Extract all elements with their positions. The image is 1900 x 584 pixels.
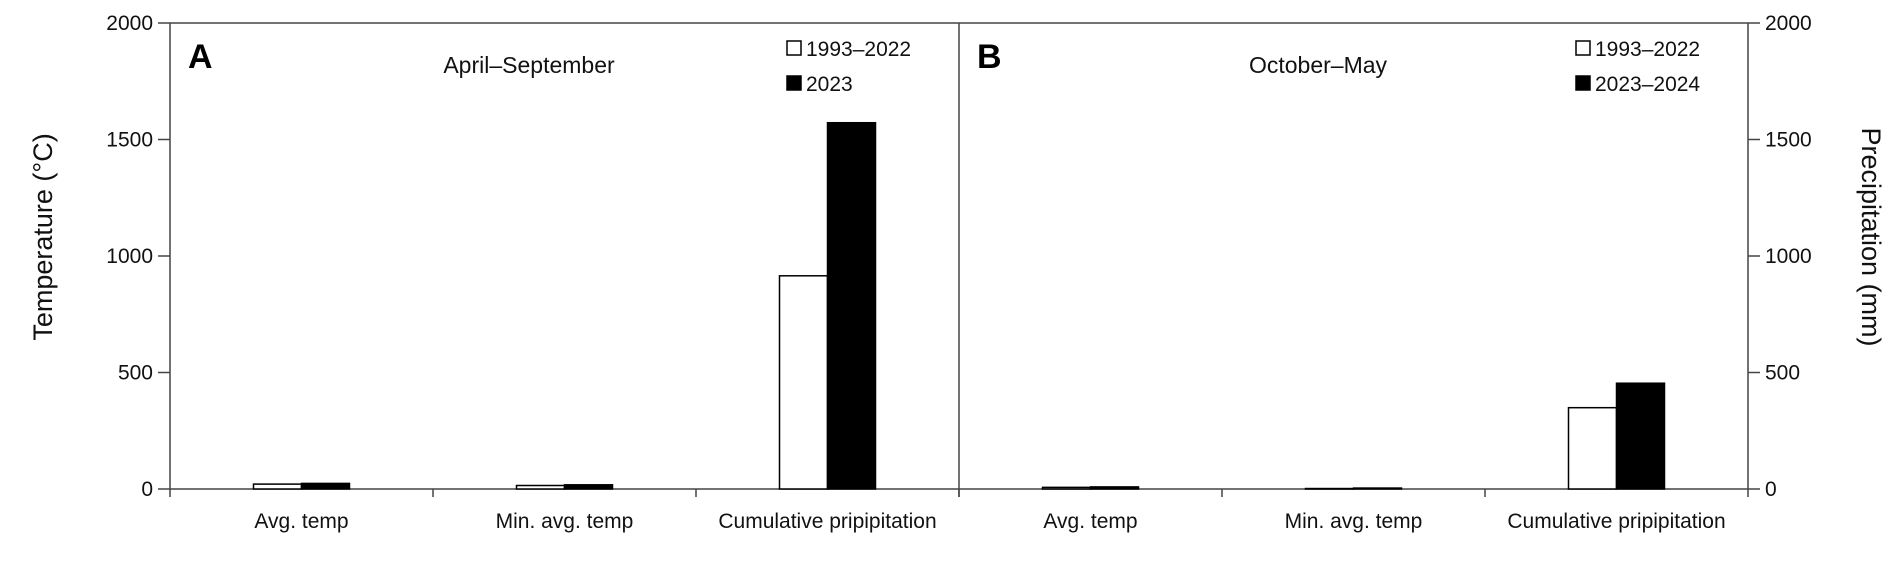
y-tick-label-left: 1500 xyxy=(106,129,153,152)
bar-a-baseline xyxy=(515,484,566,490)
x-tick-label: Avg. temp xyxy=(1043,510,1137,533)
legend-label: 2023 xyxy=(806,73,853,96)
bar-a-current xyxy=(563,484,614,490)
legend-label: 2023–2024 xyxy=(1595,73,1700,96)
x-tick-label: Cumulative pripipitation xyxy=(1507,510,1725,533)
y-tick-label-right: 500 xyxy=(1765,362,1800,385)
legend-label: 1993–2022 xyxy=(1595,38,1700,61)
y-tick-label-right: 0 xyxy=(1765,478,1777,501)
y-tick-label-left: 2000 xyxy=(106,12,153,35)
legend-swatch xyxy=(1575,75,1591,91)
bar-b-baseline xyxy=(1041,486,1092,490)
panel-subtitle-b: October–May xyxy=(1249,52,1388,78)
legend-swatch xyxy=(1575,40,1591,56)
bar-a-baseline xyxy=(778,275,829,490)
y-tick-label-left: 1000 xyxy=(106,245,153,268)
legend-swatch xyxy=(786,75,802,91)
panel-letter-a: A xyxy=(188,38,213,76)
bar-b-current xyxy=(1089,486,1140,490)
bar-a-current xyxy=(826,121,877,490)
y-axis-title-right: Precipitation (mm) xyxy=(1856,127,1886,346)
y-tick-label-right: 1500 xyxy=(1765,129,1812,152)
x-tick-label: Min. avg. temp xyxy=(496,510,634,533)
x-tick-label: Avg. temp xyxy=(254,510,348,533)
x-tick-label: Min. avg. temp xyxy=(1285,510,1423,533)
bar-b-baseline xyxy=(1304,487,1355,490)
bar-b-current xyxy=(1615,382,1666,490)
y-axis-title-left: Temperature (°C) xyxy=(28,133,58,340)
bar-b-baseline xyxy=(1567,406,1618,490)
y-tick-label-right: 1000 xyxy=(1765,245,1812,268)
bar-a-baseline xyxy=(252,483,303,490)
panel-letter-b: B xyxy=(977,38,1002,76)
y-tick-label-left: 0 xyxy=(141,478,153,501)
bar-b-current xyxy=(1352,487,1403,490)
y-tick-label-right: 2000 xyxy=(1765,12,1812,35)
legend-label: 1993–2022 xyxy=(806,38,911,61)
legend-swatch xyxy=(786,40,802,56)
x-tick-label: Cumulative pripipitation xyxy=(718,510,936,533)
panel-subtitle-a: April–September xyxy=(443,52,615,78)
y-tick-label-left: 500 xyxy=(118,362,153,385)
bar-a-current xyxy=(300,482,351,490)
